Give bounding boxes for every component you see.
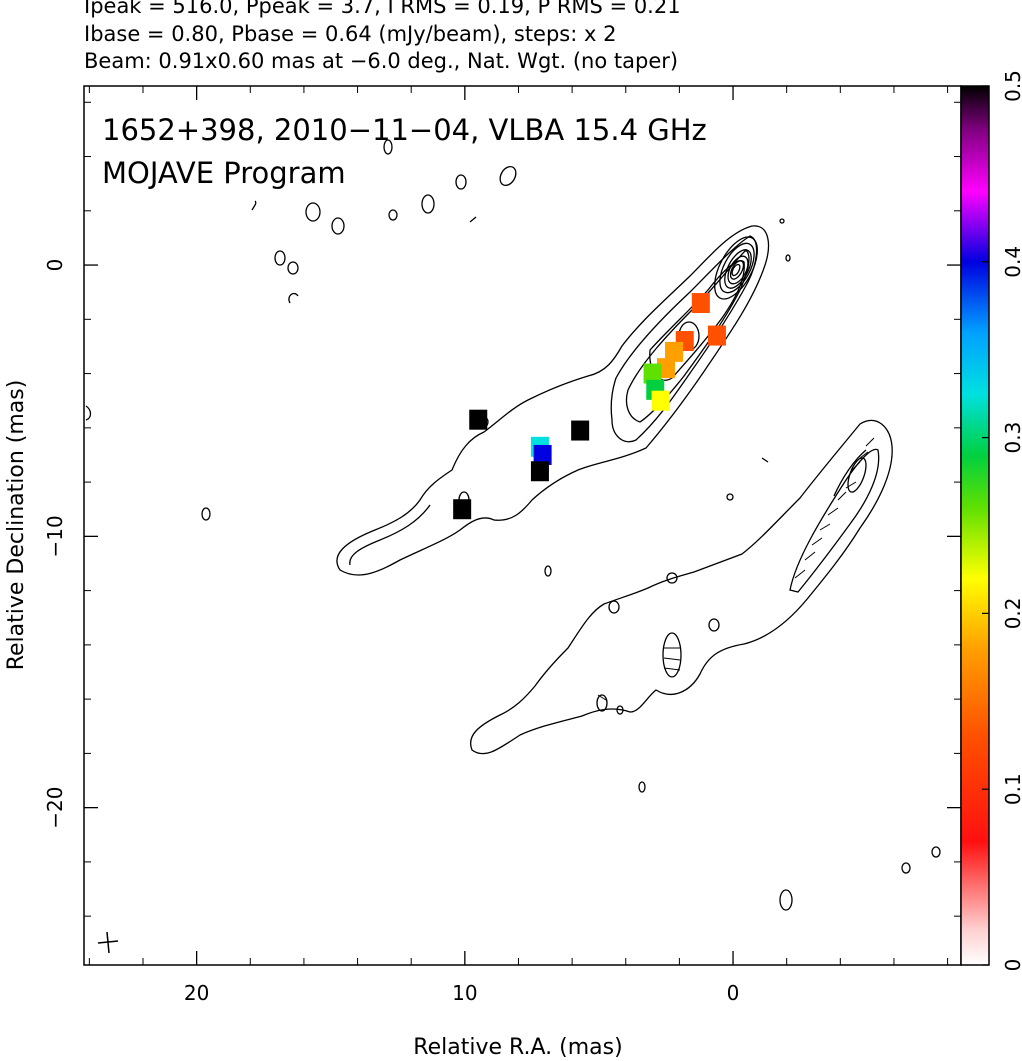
- header-beam-line: Beam: 0.91x0.60 mas at −6.0 deg., Nat. W…: [84, 49, 679, 73]
- colorbar-tick-label: 0.3: [1001, 422, 1022, 454]
- polarization-patch: [707, 325, 726, 346]
- y-tick-label: −10: [43, 515, 67, 557]
- x-tick-label: 20: [184, 981, 209, 1005]
- fractional-polarization-patches: [453, 293, 726, 520]
- y-tick-label: −20: [43, 787, 67, 829]
- polarization-patch: [691, 293, 710, 314]
- evpa-sticks: [597, 437, 875, 701]
- header-base-line: Ibase = 0.80, Pbase = 0.64 (mJy/beam), s…: [84, 22, 617, 46]
- program-annotation: MOJAVE Program: [102, 156, 346, 190]
- plot-frame: [83, 85, 962, 966]
- polarization-patch: [453, 499, 472, 520]
- polarization-patch: [533, 444, 552, 465]
- polarization-patch: [571, 420, 590, 441]
- beam-marker: [97, 931, 119, 954]
- colorbar-ticks: 0 0.1 0.2 0.3 0.4 0.5: [982, 70, 1022, 971]
- x-tick-label: 10: [452, 981, 477, 1005]
- colorbar-tick-label: 0: [1001, 959, 1022, 972]
- colorbar-tick-label: 0.1: [1001, 773, 1022, 805]
- colorbar-tick-label: 0.2: [1001, 597, 1022, 629]
- y-axis-label: Relative Declination (mas): [4, 380, 29, 671]
- axes: 20 10 0 0 −10 −20: [43, 86, 961, 1005]
- colorbar-tick-label: 0.5: [1001, 70, 1022, 102]
- colorbar-tick-label: 0.4: [1001, 246, 1022, 278]
- colorbar: [960, 85, 990, 966]
- x-tick-label: 0: [727, 981, 740, 1005]
- polarization-patch: [530, 461, 549, 482]
- polarization-patch: [665, 341, 684, 362]
- header-peak-line: Ipeak = 516.0, Ppeak = 3.7, I RMS = 0.19…: [84, 0, 681, 18]
- source-annotation: 1652+398, 2010−11−04, VLBA 15.4 GHz: [102, 113, 707, 147]
- polarization-patch: [469, 409, 488, 430]
- y-tick-label: 0: [43, 259, 67, 272]
- intensity-contours: [85, 139, 941, 911]
- x-axis-label: Relative R.A. (mas): [413, 1035, 622, 1060]
- polarization-patch: [643, 363, 662, 384]
- polarization-patch: [651, 390, 670, 411]
